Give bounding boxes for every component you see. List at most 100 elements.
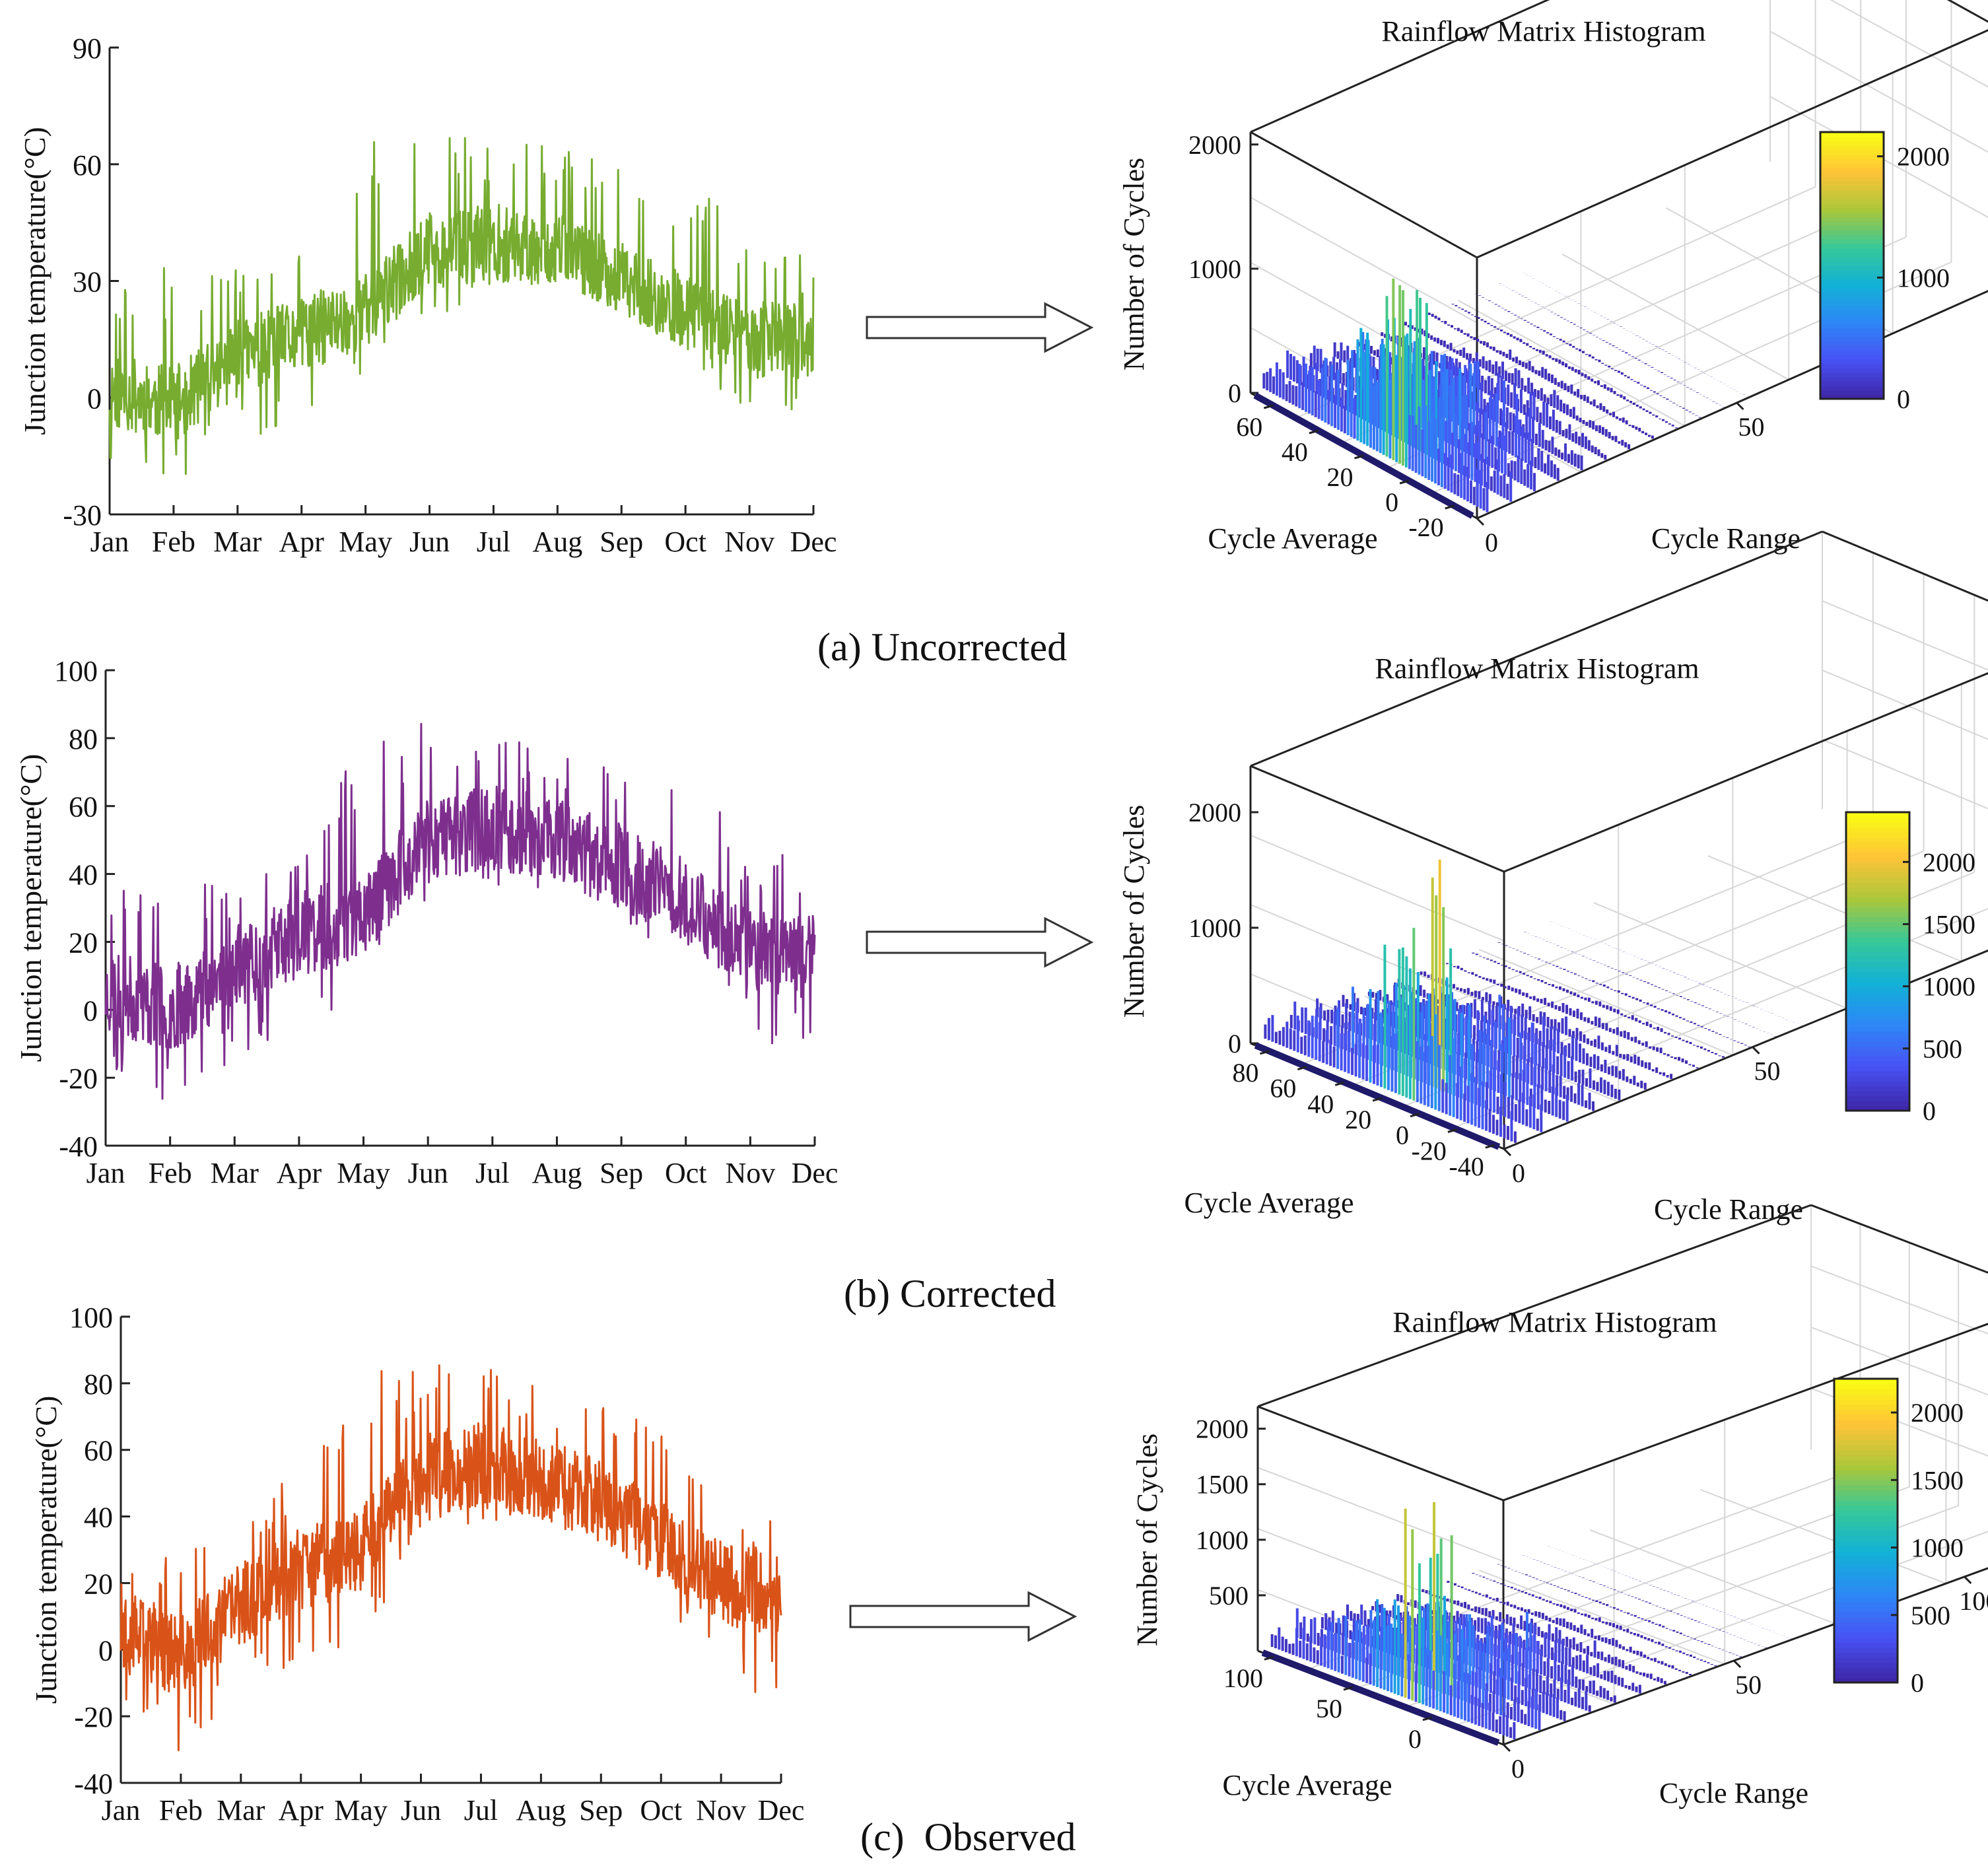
- colorbar-segment: [1834, 1470, 1898, 1476]
- colorbar-segment: [1846, 971, 1909, 977]
- frame-edge: [1476, 29, 1988, 259]
- colorbar-segment: [1846, 1051, 1909, 1057]
- y-tick-label: 60: [69, 791, 98, 823]
- avg-tick: [1334, 1081, 1345, 1086]
- x-tick-label: Aug: [516, 1794, 566, 1826]
- frame-edge: [1503, 1323, 1988, 1502]
- range-tick-label: 0: [1485, 528, 1498, 557]
- series-line: [120, 1364, 782, 1752]
- grid-line: [1589, 1529, 1836, 1624]
- colorbar-segment: [1834, 1434, 1898, 1440]
- colorbar-segment: [1820, 318, 1884, 324]
- y-axis-label: Cycle Range: [1651, 522, 1800, 555]
- avg-tick-label: 0: [1385, 487, 1398, 517]
- avg-tick-label: 40: [1307, 1089, 1334, 1119]
- series-line: [108, 137, 815, 475]
- colorbar-segment: [1846, 876, 1909, 883]
- colorbar-segment: [1846, 1080, 1909, 1087]
- x-tick-label: Mar: [217, 1794, 265, 1826]
- colorbar-segment: [1846, 1066, 1909, 1072]
- avg-tick: [1260, 1050, 1270, 1055]
- colorbar-segment: [1820, 345, 1884, 351]
- colorbar-segment: [1846, 1076, 1909, 1082]
- y-axis-label: Junction temperature(°C): [18, 127, 51, 435]
- colorbar-segment: [1820, 261, 1884, 266]
- colorbar-segment: [1820, 305, 1884, 311]
- colorbar-segment: [1820, 199, 1884, 204]
- x-axis-label: Cycle Average: [1223, 1769, 1392, 1801]
- colorbar-segment: [1846, 1021, 1909, 1027]
- colorbar-segment: [1846, 917, 1909, 922]
- colorbar-segment: [1834, 1505, 1898, 1511]
- colorbar-segment: [1846, 926, 1909, 932]
- colorbar-tick-label: 2000: [1897, 142, 1950, 172]
- colorbar-segment: [1820, 234, 1884, 240]
- colorbar-segment: [1834, 1541, 1898, 1546]
- frame-edge: [1257, 1204, 1812, 1408]
- colorbar-segment: [1846, 1011, 1909, 1017]
- avg-tick-label: -20: [1412, 1136, 1447, 1165]
- colorbar-segment: [1846, 832, 1909, 838]
- colorbar-segment: [1820, 385, 1884, 391]
- colorbar-segment: [1834, 1465, 1898, 1471]
- colorbar-segment: [1846, 872, 1909, 878]
- colorbar-segment: [1834, 1637, 1898, 1643]
- colorbar-segment: [1820, 372, 1884, 378]
- avg-tick: [1343, 1686, 1354, 1691]
- z-tick-label: 1000: [1188, 254, 1241, 284]
- colorbar-segment: [1834, 1414, 1898, 1420]
- colorbar-segment: [1820, 300, 1884, 306]
- x-tick-label: Jun: [409, 526, 450, 558]
- avg-tick: [1445, 504, 1455, 510]
- colorbar-segment: [1834, 1510, 1898, 1516]
- colorbar-segment: [1834, 1449, 1898, 1455]
- colorbar-segment: [1820, 269, 1884, 275]
- y-tick-label: 40: [84, 1502, 113, 1534]
- colorbar-segment: [1834, 1495, 1898, 1501]
- frame-edge: [1946, 0, 1988, 23]
- y-tick-label: 20: [84, 1568, 113, 1600]
- z-axis-label: Number of Cycles: [1118, 805, 1150, 1018]
- colorbar-segment: [1820, 225, 1884, 231]
- grid-line: [1822, 739, 1988, 810]
- grid-line: [1458, 300, 1686, 427]
- avg-tick: [1485, 1144, 1495, 1149]
- colorbar-segment: [1834, 1622, 1898, 1628]
- colorbar-segment: [1834, 1586, 1898, 1592]
- caption-c: (c) Observed: [860, 1815, 1076, 1859]
- colorbar-segment: [1834, 1389, 1898, 1395]
- colorbar-segment: [1820, 332, 1884, 337]
- colorbar-segment: [1820, 163, 1884, 168]
- colorbar-segment: [1846, 1100, 1909, 1107]
- x-tick-label: Feb: [149, 1157, 192, 1189]
- caption-a: (a) Uncorrected: [817, 625, 1068, 669]
- avg-tick-label: -40: [1449, 1152, 1484, 1181]
- colorbar-segment: [1820, 349, 1884, 355]
- z-tick-label: 0: [1228, 378, 1241, 408]
- colorbar-segment: [1846, 837, 1909, 843]
- grid-line: [1700, 1489, 1946, 1584]
- grid-line: [1561, 254, 1789, 380]
- series-line: [104, 722, 816, 1100]
- x-axis-label: Cycle Average: [1184, 1187, 1354, 1219]
- avg-tick-label: 60: [1236, 412, 1262, 442]
- grid-line: [1822, 600, 1988, 671]
- colorbar-segment: [1834, 1677, 1898, 1683]
- colorbar-segment: [1820, 221, 1884, 226]
- grid-line: [1593, 902, 1847, 1009]
- colorbar-segment: [1834, 1647, 1898, 1653]
- colorbar-frame: [1845, 811, 1911, 1112]
- x-tick-label: Jan: [90, 526, 129, 558]
- colorbar-segment: [1846, 1016, 1909, 1022]
- chart-title: Rainflow Matrix Histogram: [1392, 1306, 1717, 1338]
- colorbar-segment: [1834, 1556, 1898, 1562]
- colorbar-tick-label: 1000: [1911, 1533, 1964, 1563]
- line-chart-a: -30 0 30 60 90 Jan Feb Mar Apr May Jun Jul Aug Sep Oct…: [18, 32, 837, 558]
- colorbar-segment: [1834, 1404, 1898, 1410]
- y-tick-label: 30: [73, 266, 102, 298]
- range-tick-label: 50: [1754, 1057, 1781, 1086]
- colorbar-segment: [1834, 1531, 1898, 1537]
- frame-edge: [1250, 765, 1505, 873]
- colorbar-segment: [1846, 817, 1909, 823]
